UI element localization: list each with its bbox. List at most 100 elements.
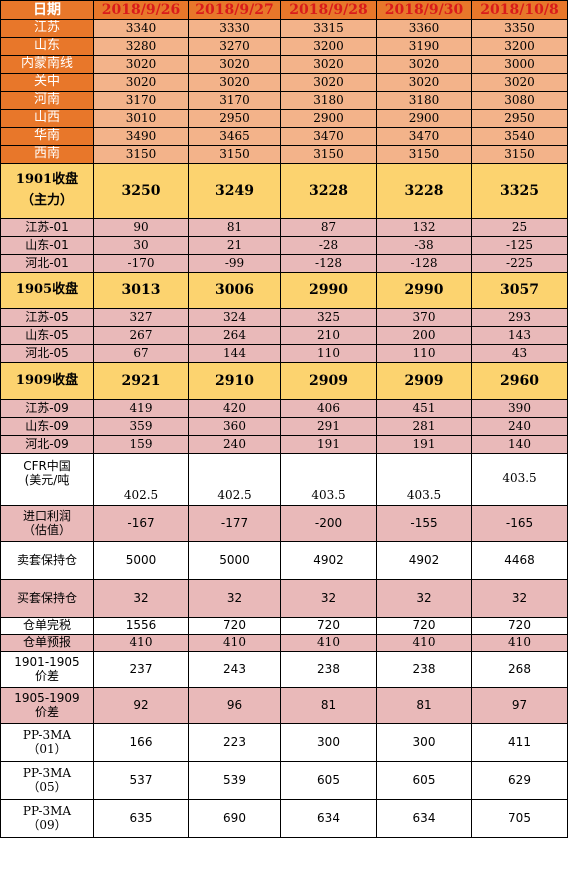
close-value: 2909 — [280, 362, 377, 400]
cell-value: 3150 — [471, 145, 568, 164]
row-label: 山东-05 — [0, 326, 94, 345]
basis-row: 山东-05 267 264 210 200 143 — [0, 326, 568, 345]
cell-value: 3020 — [188, 55, 281, 74]
cell-value: 2950 — [471, 109, 568, 128]
price-table: 日期 2018/9/26 2018/9/27 2018/9/28 2018/9/… — [0, 0, 568, 838]
spread-value: 97 — [471, 687, 568, 724]
row-label: 仓单预报 — [0, 634, 94, 652]
cell-value: -125 — [471, 236, 568, 255]
label-line1: 1901收盘 — [15, 172, 79, 188]
cell-value: 370 — [376, 308, 472, 327]
cell-value: -99 — [188, 254, 281, 273]
cell-value: 3200 — [280, 37, 377, 56]
cell-value: 3350 — [471, 19, 568, 38]
cell-value: 327 — [93, 308, 189, 327]
pp-3ma-value: 539 — [188, 761, 281, 800]
row-label: 山东 — [0, 37, 94, 56]
row-label: 仓单完税 — [0, 617, 94, 635]
region-row: 江苏 3340 3330 3315 3360 3350 — [0, 19, 568, 38]
cell-value: 140 — [471, 435, 568, 454]
cell-value: 3360 — [376, 19, 472, 38]
cell-value: 3000 — [471, 55, 568, 74]
cell-value: 67 — [93, 344, 189, 363]
basis-row: 山东-01 30 21 -28 -38 -125 — [0, 236, 568, 255]
pp-3ma-value: 223 — [188, 723, 281, 762]
row-label: 关中 — [0, 73, 94, 92]
cell-value: 281 — [376, 417, 472, 436]
cell-value: 191 — [280, 435, 377, 454]
cell-value: 3020 — [471, 73, 568, 92]
cell-value: 159 — [93, 435, 189, 454]
close-value: 3228 — [376, 163, 472, 219]
warrant-value: 720 — [376, 617, 472, 635]
cell-value: 132 — [376, 218, 472, 237]
hedge-value: 32 — [376, 579, 472, 618]
cell-value: 3020 — [280, 73, 377, 92]
date-header: 2018/9/27 — [188, 0, 281, 20]
label-line2: (美元/吨 — [24, 472, 70, 487]
close-value: 3013 — [93, 272, 189, 309]
cell-value: 210 — [280, 326, 377, 345]
cfr-value: 403.5 — [280, 453, 377, 506]
close-value: 3250 — [93, 163, 189, 219]
hedge-value: 4902 — [280, 541, 377, 580]
cfr-value: 402.5 — [93, 453, 189, 506]
row-label: 买套保持仓 — [0, 579, 94, 618]
cell-value: 43 — [471, 344, 568, 363]
spread-value: 92 — [93, 687, 189, 724]
pp-3ma-value: 690 — [188, 799, 281, 838]
row-label: PP-3MA （01） — [0, 723, 94, 762]
pp-3ma-value: 605 — [376, 761, 472, 800]
cell-value: 291 — [280, 417, 377, 436]
cfr-china-row: CFR中国 (美元/吨 402.5 402.5 403.5 403.5 403.… — [0, 453, 568, 506]
cell-value: 144 — [188, 344, 281, 363]
spread-1905-1909-row: 1905-1909 价差 92 96 81 81 97 — [0, 687, 568, 724]
cell-value: 406 — [280, 399, 377, 418]
pp-3ma-value: 634 — [376, 799, 472, 838]
hedge-value: 5000 — [188, 541, 281, 580]
basis-row: 江苏-09 419 420 406 451 390 — [0, 399, 568, 418]
cell-value: 451 — [376, 399, 472, 418]
pp-3ma-value: 537 — [93, 761, 189, 800]
warrant-value: 410 — [471, 634, 568, 652]
row-label: 西南 — [0, 145, 94, 164]
cfr-value: 403.5 — [471, 453, 568, 506]
hedge-value: 5000 — [93, 541, 189, 580]
cell-value: -28 — [280, 236, 377, 255]
basis-row: 江苏-05 327 324 325 370 293 — [0, 308, 568, 327]
close-value: 2909 — [376, 362, 472, 400]
cell-value: 293 — [471, 308, 568, 327]
cell-value: 390 — [471, 399, 568, 418]
cell-value: 143 — [471, 326, 568, 345]
cell-value: 3150 — [93, 145, 189, 164]
spread-value: 96 — [188, 687, 281, 724]
cell-value: 87 — [280, 218, 377, 237]
close-value: 3228 — [280, 163, 377, 219]
close-value: 2910 — [188, 362, 281, 400]
label-line2: 价差 — [34, 704, 59, 719]
pp-3ma-value: 166 — [93, 723, 189, 762]
date-header: 2018/9/30 — [376, 0, 472, 20]
cell-value: -225 — [471, 254, 568, 273]
label-line1: 1901-1905 — [14, 654, 80, 669]
row-label: 内蒙南线 — [0, 55, 94, 74]
date-header: 2018/9/26 — [93, 0, 189, 20]
cell-value: 3280 — [93, 37, 189, 56]
close-value: 2960 — [471, 362, 568, 400]
cell-value: 324 — [188, 308, 281, 327]
spread-value: 268 — [471, 651, 568, 688]
pp-3ma-value: 634 — [280, 799, 377, 838]
cell-value: 264 — [188, 326, 281, 345]
row-label: 1905收盘 — [0, 272, 94, 309]
cell-value: 3020 — [93, 73, 189, 92]
label-line1: 1905-1909 — [14, 690, 80, 705]
cell-value: -38 — [376, 236, 472, 255]
spread-1901-1905-row: 1901-1905 价差 237 243 238 238 268 — [0, 651, 568, 688]
cell-value: 3180 — [376, 91, 472, 110]
close-value: 3249 — [188, 163, 281, 219]
basis-row: 河北-05 67 144 110 110 43 — [0, 344, 568, 363]
cell-value: 3020 — [376, 73, 472, 92]
pp-3ma-09-row: PP-3MA （09） 635 690 634 634 705 — [0, 799, 568, 838]
row-label: 江苏-09 — [0, 399, 94, 418]
cell-value: -170 — [93, 254, 189, 273]
